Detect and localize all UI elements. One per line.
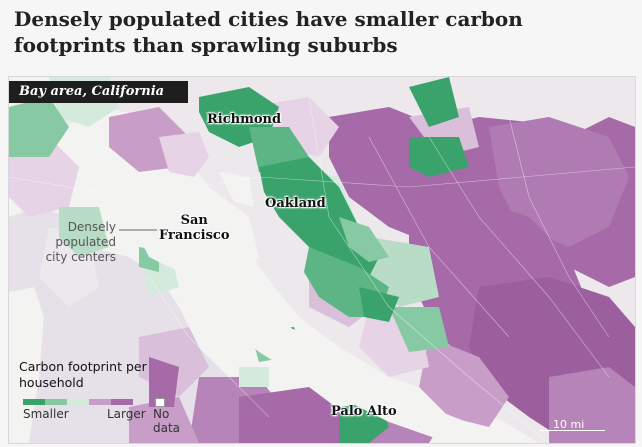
legend-nodata-swatch: [155, 398, 165, 407]
legend-nodata-label: No data: [153, 407, 181, 435]
legend-swatch-1: [23, 399, 45, 405]
city-label-palo-alto: Palo Alto: [331, 404, 397, 419]
legend-high-label: Larger: [107, 407, 146, 421]
headline: Densely populated cities have smaller ca…: [14, 7, 523, 57]
scale-bar-label: 10 mi: [553, 418, 585, 431]
scale-bar-line: [539, 430, 605, 431]
legend-swatch-3: [67, 399, 89, 405]
legend-swatch-5: [111, 399, 133, 405]
city-label-san-francisco: San Francisco: [159, 213, 230, 243]
legend-swatch-2: [45, 399, 67, 405]
map[interactable]: Bay area, California Richmond Oakland Sa…: [8, 76, 636, 444]
legend-title: Carbon footprint per household: [19, 359, 147, 390]
legend: Carbon footprint per household Smaller L…: [19, 359, 189, 441]
scale-bar: 10 mi: [539, 418, 605, 435]
legend-color-scale: [23, 399, 133, 405]
region-label: Bay area, California: [9, 81, 189, 103]
map-canvas: [9, 77, 635, 443]
city-label-richmond: Richmond: [207, 112, 282, 127]
city-label-oakland: Oakland: [265, 196, 326, 211]
legend-swatch-4: [89, 399, 111, 405]
annotation-leader-line: [119, 229, 157, 231]
annotation-dense-city-centers: Densely populated city centers: [45, 220, 116, 264]
legend-low-label: Smaller: [23, 407, 69, 421]
